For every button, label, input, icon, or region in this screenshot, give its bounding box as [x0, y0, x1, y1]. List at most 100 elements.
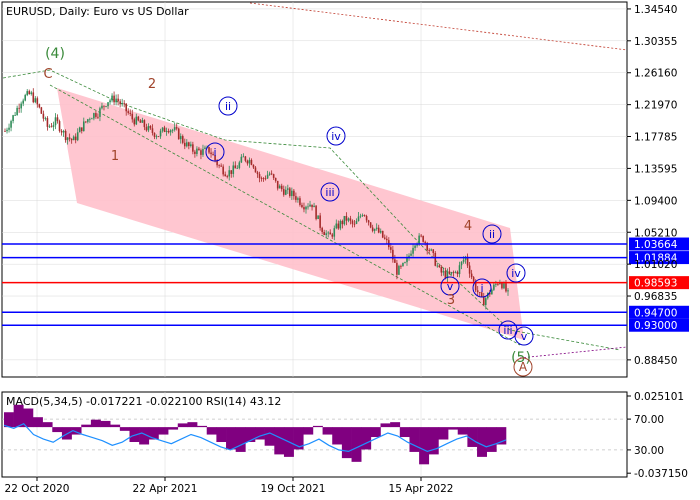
candle-body	[383, 237, 386, 239]
wave-label-circle	[440, 276, 460, 296]
candle-body	[307, 206, 309, 208]
candle-body	[91, 118, 93, 120]
wave-label: iv	[511, 267, 521, 280]
candle-body	[250, 159, 253, 165]
indicator-tick-label: 0.025101	[634, 391, 684, 403]
candle-body	[238, 162, 241, 169]
candle-body	[468, 265, 471, 274]
macd-bar	[293, 427, 304, 450]
candle-body	[48, 126, 51, 128]
price-level-tag-label: 1.01884	[634, 253, 678, 265]
candle-body	[220, 165, 222, 167]
macd-bar	[351, 427, 362, 462]
macd-bar	[81, 424, 92, 428]
candle-body	[408, 255, 410, 258]
candle-body	[107, 102, 109, 107]
price-tick-label: 1.01020	[634, 259, 677, 271]
candle-body	[28, 91, 31, 95]
candle-body	[311, 204, 313, 208]
candle-body	[82, 121, 85, 132]
macd-bar	[177, 423, 188, 428]
candle-body	[367, 220, 370, 223]
wave-label: v	[447, 280, 454, 293]
candle-body	[163, 127, 166, 132]
price-level-tag-label: 0.93000	[634, 320, 677, 332]
candle-body	[192, 144, 194, 152]
candle-body	[260, 178, 263, 179]
candle-body	[127, 111, 130, 113]
candle-body	[482, 296, 485, 306]
macd-bar	[139, 427, 150, 445]
candle-body	[454, 271, 457, 273]
macd-bar	[168, 427, 179, 430]
candle-body	[339, 220, 342, 229]
candle-body	[70, 138, 73, 141]
candle-body	[484, 298, 487, 306]
candle-body	[218, 165, 220, 167]
candle-body	[248, 159, 251, 164]
candle-body	[99, 108, 101, 117]
candle-body	[165, 130, 168, 132]
candle-body	[396, 262, 398, 275]
wave-label: C	[43, 67, 52, 82]
price-tick-label: 1.26160	[634, 68, 677, 80]
candle-body	[456, 271, 459, 275]
candle-body	[303, 207, 305, 210]
candle-body	[373, 228, 376, 231]
macd-bar	[496, 427, 507, 445]
candle-body	[58, 121, 61, 131]
candle-body	[268, 173, 271, 175]
candle-body	[85, 121, 87, 123]
macd-bar	[110, 424, 121, 428]
price-tick-label: 1.13595	[634, 163, 677, 175]
candle-body	[458, 265, 461, 275]
candle-body	[278, 185, 281, 189]
candle-body	[145, 127, 148, 131]
wave-label: A	[519, 360, 528, 374]
candle-body	[234, 165, 237, 169]
candle-body	[420, 235, 422, 237]
wave-label: 3	[447, 293, 455, 308]
macd-bar	[370, 427, 381, 438]
candle-body	[64, 130, 67, 141]
macd-bar	[255, 427, 265, 440]
candle-body	[216, 160, 218, 166]
candle-body	[242, 156, 245, 158]
wave-label-circle	[205, 142, 225, 162]
candle-body	[450, 272, 453, 274]
wave-label-circle	[482, 224, 502, 244]
candle-body	[341, 220, 344, 225]
macd-bar	[216, 427, 227, 443]
candle-body	[282, 189, 285, 195]
price-tick-label: 1.09400	[634, 195, 677, 207]
macd-bar	[303, 427, 314, 435]
candle-body	[139, 120, 142, 123]
candle-body	[349, 218, 352, 221]
candle-body	[436, 265, 439, 267]
candle-body	[115, 98, 117, 103]
candle-body	[60, 130, 63, 133]
candle-body	[493, 284, 495, 290]
price-level-tag	[629, 251, 689, 265]
candle-body	[353, 223, 356, 225]
indicator-y-axis: 0.025101 -0.037150 70.00 30.00	[627, 391, 688, 480]
candle-body	[111, 95, 113, 101]
candle-body	[335, 223, 338, 229]
wave-label: 1	[111, 149, 119, 164]
candle-body	[321, 227, 323, 233]
candle-body	[414, 245, 416, 248]
candle-body	[230, 170, 233, 174]
macd-bar	[438, 427, 449, 440]
candle-body	[293, 190, 295, 197]
candle-body	[240, 156, 243, 163]
candle-body	[470, 273, 473, 278]
candle-body	[357, 216, 360, 222]
candle-body	[375, 227, 378, 229]
candle-body	[315, 205, 317, 219]
candle-body	[495, 283, 497, 285]
macd-bar	[312, 425, 323, 428]
candle-body	[398, 265, 400, 275]
wave-label: i	[480, 282, 483, 295]
candle-body	[6, 129, 8, 132]
